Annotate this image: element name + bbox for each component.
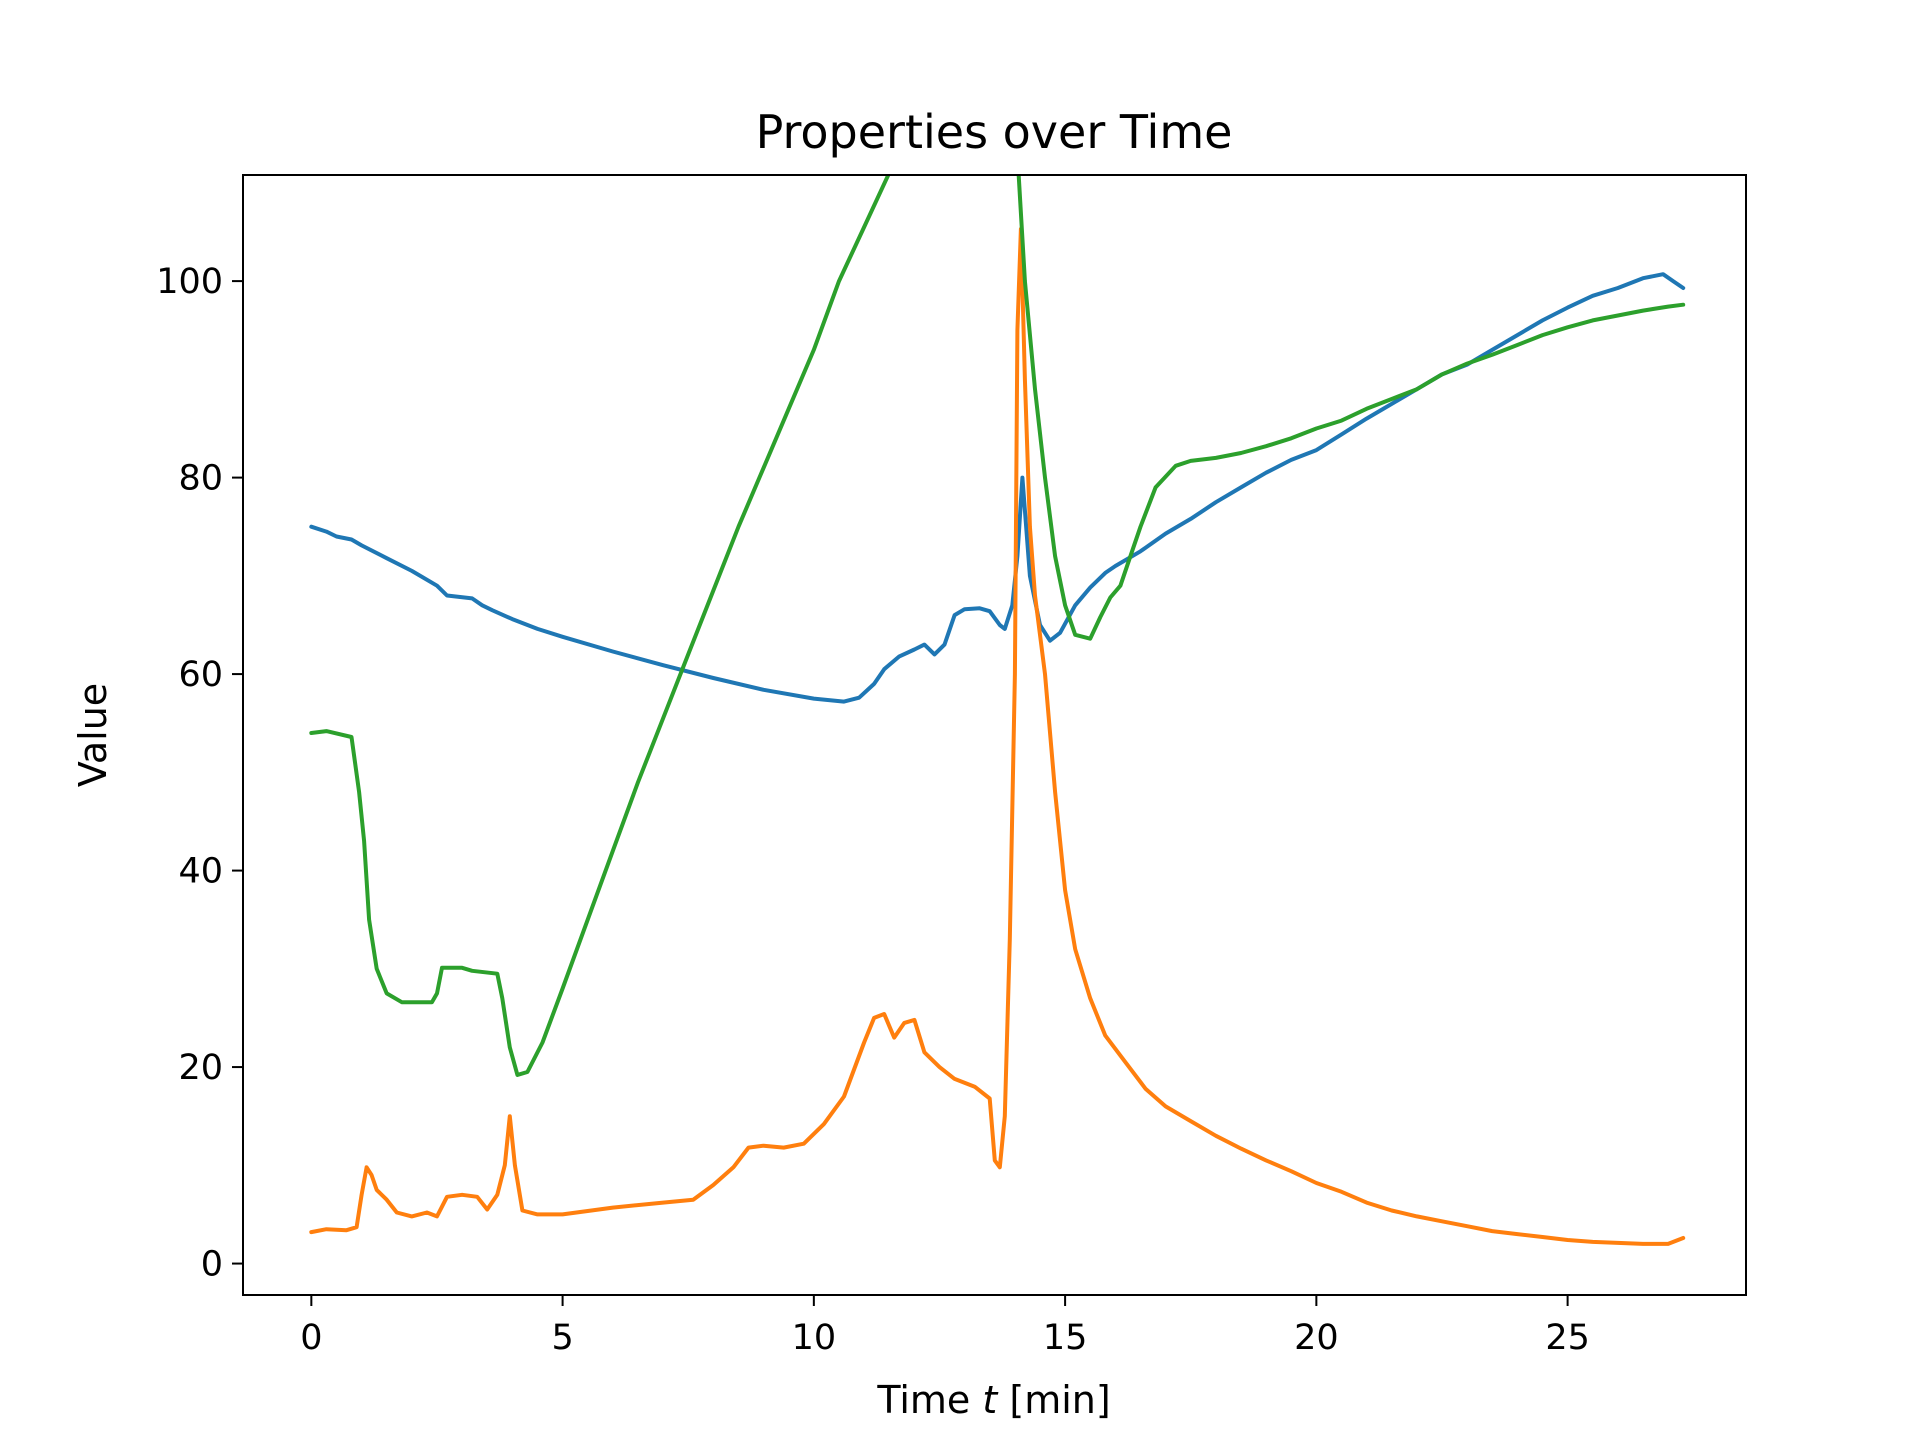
y-tick-label: 60 — [178, 655, 223, 695]
x-tick-label: 20 — [1294, 1318, 1339, 1358]
y-axis-label: Value — [71, 683, 115, 787]
chart-title: Properties over Time — [756, 105, 1233, 159]
y-axis-ticks: 0 20 40 60 80 100 — [156, 262, 243, 1285]
x-axis-ticks: 0 5 10 15 20 25 — [300, 1295, 1590, 1358]
x-axis-label-suffix: [min] — [997, 1378, 1110, 1422]
plot-series — [309, 175, 1686, 1246]
y-tick-label: 100 — [156, 262, 223, 302]
x-tick-label: 5 — [551, 1318, 573, 1358]
x-axis-label: Time t [min] — [876, 1378, 1110, 1422]
x-tick-label: 10 — [792, 1318, 837, 1358]
series-line-2 — [309, 227, 1686, 1246]
x-axis-label-variable: t — [982, 1378, 999, 1422]
series-line-1 — [309, 272, 1686, 704]
y-tick-label: 40 — [178, 852, 223, 892]
plot-frame — [242, 174, 1747, 1296]
y-tick-label: 80 — [178, 459, 223, 499]
series-line-3 — [309, 175, 1686, 1077]
x-tick-label: 25 — [1545, 1318, 1590, 1358]
x-tick-label: 15 — [1043, 1318, 1088, 1358]
x-tick-label: 0 — [300, 1318, 322, 1358]
y-tick-label: 0 — [201, 1245, 223, 1285]
y-tick-label: 20 — [178, 1048, 223, 1088]
x-axis-label-prefix: Time — [876, 1378, 982, 1422]
